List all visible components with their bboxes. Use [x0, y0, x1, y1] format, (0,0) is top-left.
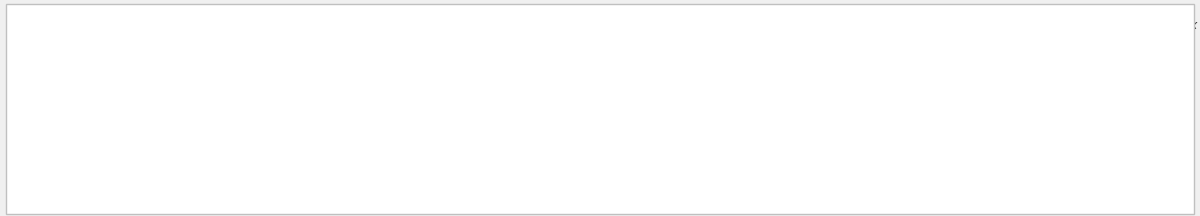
Text: the point: the point	[100, 147, 160, 160]
Text: axis has an initial speed of: axis has an initial speed of	[302, 19, 478, 32]
Text: the electric potential difference between the origin and that point.: the electric potential difference betwee…	[149, 51, 570, 64]
Text: Volts: Volts	[166, 73, 196, 86]
Text: both have the same potential: both have the same potential	[100, 124, 284, 137]
Text: m/s at the point: m/s at the point	[1051, 19, 1158, 32]
Text: × 10: × 10	[998, 19, 1033, 32]
Text: = 2.00 cm: = 2.00 cm	[187, 147, 257, 160]
Text: (b) Which point is at the higher potential?: (b) Which point is at the higher potenti…	[46, 108, 307, 121]
Text: x: x	[293, 19, 300, 32]
Text: Need Help?: Need Help?	[12, 191, 97, 204]
Text: Read It: Read It	[120, 183, 164, 193]
Text: An electron moving parallel to the: An electron moving parallel to the	[12, 19, 230, 32]
FancyBboxPatch shape	[168, 166, 256, 210]
Text: 1.80: 1.80	[959, 19, 990, 32]
Text: x: x	[178, 147, 185, 160]
Text: m/s at the origin. Its speed is reduced to: m/s at the origin. Its speed is reduced …	[620, 19, 883, 32]
Text: x: x	[1189, 19, 1198, 32]
Text: 5: 5	[1043, 11, 1049, 20]
Text: Master It: Master It	[184, 183, 240, 193]
FancyBboxPatch shape	[46, 66, 156, 94]
FancyBboxPatch shape	[98, 166, 186, 210]
Text: Calculate: Calculate	[73, 51, 132, 64]
Text: 3.18: 3.18	[529, 19, 559, 32]
Text: 6: 6	[613, 11, 619, 20]
Text: × 10: × 10	[569, 19, 602, 32]
Text: the origin: the origin	[100, 169, 160, 182]
Text: (a): (a)	[46, 51, 67, 64]
